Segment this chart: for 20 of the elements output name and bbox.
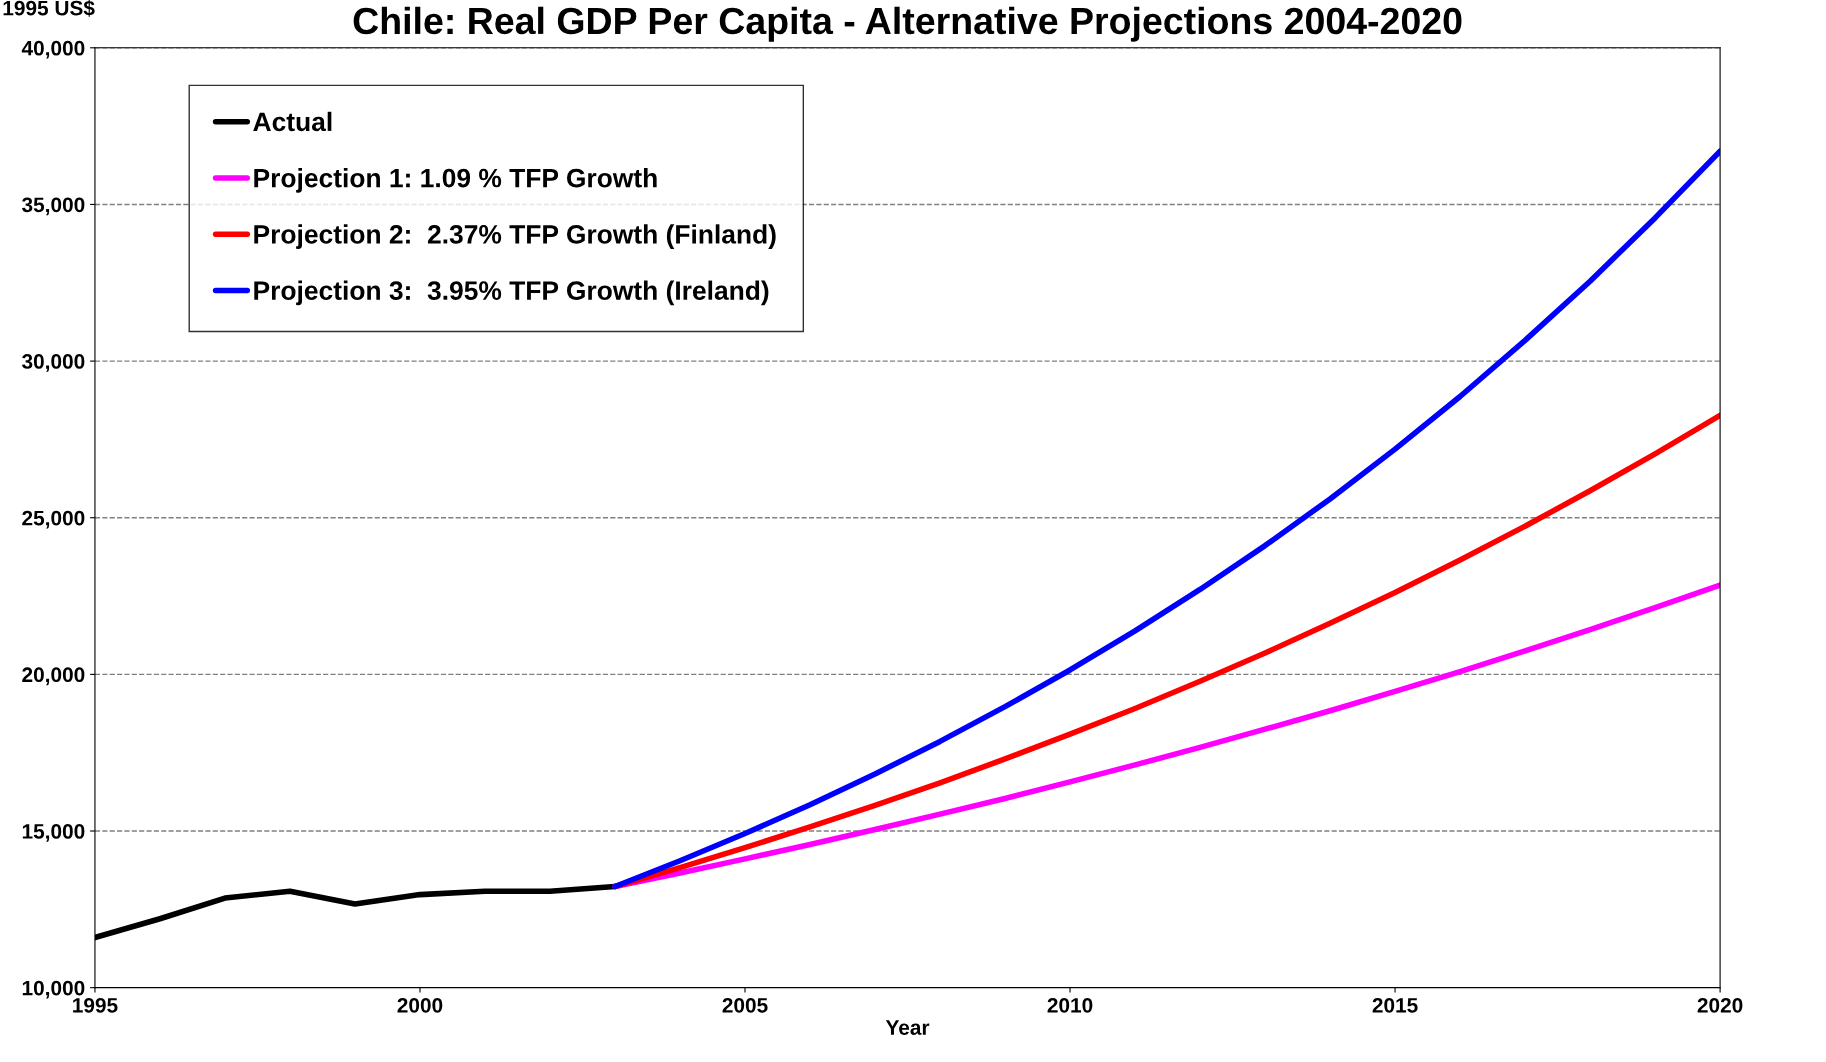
y-tick-label: 40,000	[21, 40, 85, 59]
y-tick-label: 20,000	[22, 667, 85, 686]
y-tick-label: 30,000	[21, 354, 85, 372]
x-tick-label: 2000	[397, 997, 443, 1013]
y-tick-label: 10,000	[22, 980, 85, 999]
x-tick-label: 2005	[722, 997, 768, 1013]
legend-label: Projection 2: 2.37% TFP Growth (Finland)	[254, 224, 776, 249]
x-tick-label: 2010	[1047, 997, 1093, 1013]
legend-label: Projection 1: 1.09 % TFP Growth	[254, 168, 657, 193]
x-axis-title: Year	[885, 1020, 930, 1035]
y-tick-label: 35,000	[21, 197, 85, 216]
x-tick-label: 2020	[1697, 997, 1743, 1013]
y-tick-label: 25,000	[22, 510, 85, 529]
chart-title: Chile: Real GDP Per Capita - Alternative Projections 2004-2020	[353, 6, 1462, 42]
x-tick-label: 2015	[1372, 997, 1418, 1013]
x-tick-label: 1995	[73, 997, 118, 1013]
y-axis-title: 1995 US$	[3, 0, 95, 17]
legend-label: Projection 3: 3.95% TFP Growth (Ireland)	[254, 280, 769, 306]
y-tick-label: 15,000	[22, 824, 85, 842]
legend-label: Actual	[253, 111, 332, 132]
